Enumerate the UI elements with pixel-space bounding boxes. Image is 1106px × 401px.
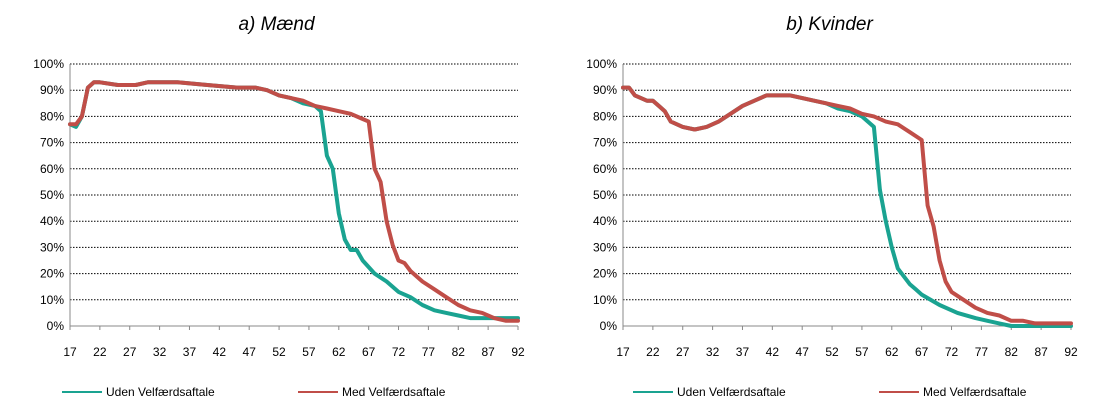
x-tick-label: 27 bbox=[123, 345, 137, 359]
x-tick-label: 32 bbox=[706, 345, 720, 359]
x-tick-label: 22 bbox=[646, 345, 660, 359]
x-tick-label: 42 bbox=[766, 345, 780, 359]
x-tick-label: 32 bbox=[153, 345, 167, 359]
y-tick-label: 50% bbox=[40, 188, 64, 202]
y-tick-label: 30% bbox=[40, 240, 64, 254]
x-tick-label: 42 bbox=[213, 345, 227, 359]
chart-plot-area: 0% 10% 20% 30% 40% 50% 60% 70% 80% 90% 100% 17 22 27 3… bbox=[586, 57, 1078, 359]
x-tick-label: 92 bbox=[1064, 345, 1078, 359]
x-tick-label: 67 bbox=[362, 345, 376, 359]
x-tick-label: 77 bbox=[422, 345, 436, 359]
x-tick-label: 62 bbox=[885, 345, 899, 359]
y-tick-label: 90% bbox=[593, 83, 617, 97]
legend-item-uden: Uden Velfærdsaftale bbox=[62, 385, 215, 399]
y-tick-label: 0% bbox=[600, 319, 618, 333]
x-tick-label: 92 bbox=[511, 345, 525, 359]
x-tick-label: 52 bbox=[825, 345, 839, 359]
y-tick-label: 0% bbox=[47, 319, 65, 333]
y-tick-label: 20% bbox=[40, 267, 64, 281]
series-line-med bbox=[68, 80, 520, 323]
series-line-med bbox=[621, 85, 1073, 326]
x-tick-label: 57 bbox=[855, 345, 869, 359]
y-tick-label: 10% bbox=[593, 293, 617, 307]
y-tick-label: 40% bbox=[40, 214, 64, 228]
y-tick-label: 100% bbox=[33, 57, 64, 71]
x-tick-label: 52 bbox=[272, 345, 286, 359]
x-tick-label: 77 bbox=[975, 345, 989, 359]
legend-label-med: Med Velfærdsaftale bbox=[923, 385, 1027, 399]
legend-label-uden: Uden Velfærdsaftale bbox=[106, 385, 215, 399]
x-tick-label: 87 bbox=[481, 345, 495, 359]
legend-item-uden: Uden Velfærdsaftale bbox=[633, 385, 786, 399]
legend-item-med: Med Velfærdsaftale bbox=[879, 385, 1026, 399]
x-tick-label: 57 bbox=[302, 345, 316, 359]
y-tick-label: 60% bbox=[593, 162, 617, 176]
y-tick-label: 90% bbox=[40, 83, 64, 97]
series-line-uden bbox=[621, 85, 1073, 328]
x-tick-label: 62 bbox=[332, 345, 346, 359]
chart-panel-maend: a) Mænd 0% 10% 20% 30% 40% 50% 60% 70% 80% 90% 100… bbox=[33, 14, 525, 399]
x-tick-label: 72 bbox=[945, 345, 959, 359]
legend-swatch-uden bbox=[633, 391, 673, 393]
legend-swatch-uden bbox=[62, 391, 102, 393]
x-tick-label: 72 bbox=[392, 345, 406, 359]
y-tick-label: 100% bbox=[586, 57, 617, 71]
x-tick-label: 82 bbox=[452, 345, 466, 359]
chart-plot-area: 0% 10% 20% 30% 40% 50% 60% 70% 80% 90% 100% 17 22 27 3… bbox=[33, 57, 525, 359]
x-tick-label: 67 bbox=[915, 345, 929, 359]
legend-swatch-med bbox=[298, 391, 338, 393]
x-tick-label: 87 bbox=[1034, 345, 1048, 359]
chart-panel-kvinder: b) Kvinder 0% 10% 20% 30% 40% 50% 60% 70% 80% 90%… bbox=[553, 0, 1106, 401]
x-tick-label: 47 bbox=[243, 345, 257, 359]
x-tick-label: 17 bbox=[616, 345, 630, 359]
y-tick-label: 70% bbox=[40, 136, 64, 150]
x-tick-label: 37 bbox=[736, 345, 750, 359]
y-tick-label: 20% bbox=[593, 267, 617, 281]
y-tick-label: 80% bbox=[40, 109, 64, 123]
y-tick-label: 40% bbox=[593, 214, 617, 228]
chart-title: b) Kvinder bbox=[786, 14, 873, 35]
series-line-uden bbox=[68, 80, 520, 321]
y-tick-label: 10% bbox=[40, 293, 64, 307]
x-tick-label: 82 bbox=[1005, 345, 1019, 359]
x-tick-label: 37 bbox=[183, 345, 197, 359]
y-tick-label: 80% bbox=[593, 109, 617, 123]
chart-title: a) Mænd bbox=[238, 14, 315, 35]
x-tick-label: 22 bbox=[93, 345, 107, 359]
y-tick-label: 30% bbox=[593, 240, 617, 254]
y-tick-label: 60% bbox=[40, 162, 64, 176]
legend-item-med: Med Velfærdsaftale bbox=[298, 385, 445, 399]
y-tick-label: 70% bbox=[593, 136, 617, 150]
legend-label-med: Med Velfærdsaftale bbox=[342, 385, 446, 399]
x-tick-label: 17 bbox=[63, 345, 77, 359]
x-tick-label: 47 bbox=[796, 345, 810, 359]
y-tick-label: 50% bbox=[593, 188, 617, 202]
x-tick-label: 27 bbox=[676, 345, 690, 359]
legend-swatch-med bbox=[879, 391, 919, 393]
legend-label-uden: Uden Velfærdsaftale bbox=[677, 385, 786, 399]
